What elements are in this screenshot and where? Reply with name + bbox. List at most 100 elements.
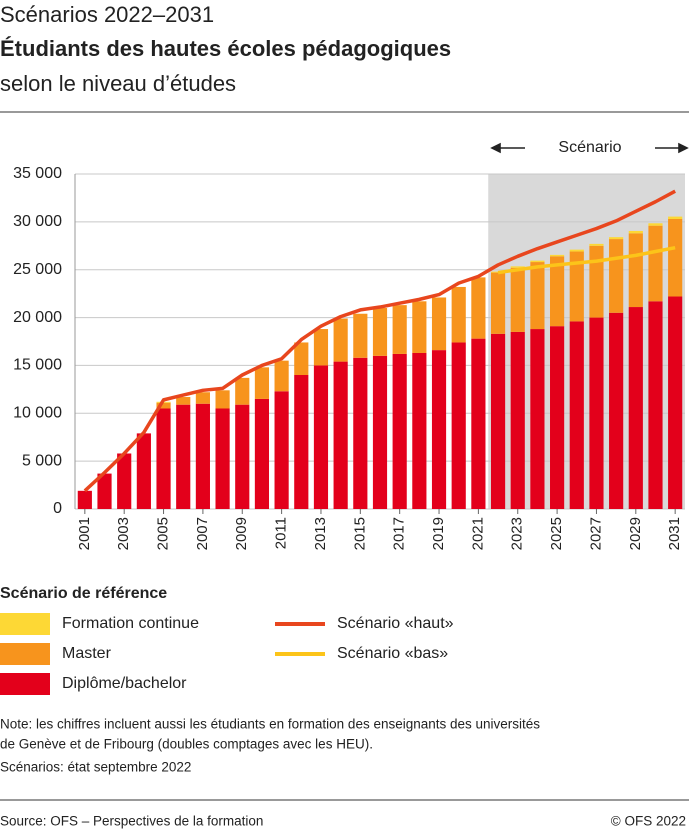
- x-tick-label: 2001: [76, 517, 93, 550]
- x-tick-label: 2003: [115, 517, 132, 550]
- bar: [176, 397, 191, 405]
- bar: [471, 277, 486, 339]
- bar: [372, 355, 388, 509]
- x-tick-label: 2021: [469, 517, 486, 550]
- bar: [648, 223, 663, 226]
- legend-swatch: [0, 613, 50, 635]
- x-tick-label: 2031: [666, 517, 683, 550]
- legend-label: Scénario «haut»: [337, 615, 454, 632]
- scenario-arrows: [490, 142, 689, 154]
- bar: [117, 453, 132, 509]
- bar: [254, 398, 270, 509]
- bar: [333, 361, 348, 509]
- bar: [471, 338, 486, 509]
- legend-swatch: [0, 643, 50, 665]
- bar: [668, 216, 683, 219]
- bar: [490, 333, 506, 509]
- bar: [668, 296, 683, 509]
- x-tick-label: 2025: [548, 517, 565, 550]
- y-tick-label: 30 000: [13, 213, 62, 230]
- bar: [412, 301, 427, 353]
- bar: [589, 317, 604, 509]
- bar: [490, 272, 506, 334]
- x-tick-label: 2013: [312, 517, 329, 550]
- bar: [195, 403, 210, 509]
- note: Scénarios: état septembre 2022: [0, 760, 191, 775]
- bar: [254, 367, 270, 399]
- bar: [431, 350, 447, 509]
- bar: [294, 342, 309, 375]
- y-tick-label: 20 000: [13, 309, 62, 326]
- bar: [156, 408, 171, 509]
- bar: [589, 243, 604, 246]
- line: [497, 245, 676, 275]
- bar: [235, 404, 250, 509]
- bar: [550, 254, 565, 257]
- legend: Formation continue Master Diplôme/bachelor…: [0, 613, 454, 695]
- bar: [215, 408, 230, 509]
- bar: [451, 286, 466, 343]
- x-tick-label: 2009: [233, 517, 250, 550]
- y-tick-label: 10 000: [13, 405, 62, 422]
- x-tick-label: 2029: [627, 517, 644, 550]
- bar: [648, 301, 663, 509]
- bar: [156, 402, 171, 409]
- bar: [530, 260, 545, 263]
- bar: [668, 218, 683, 297]
- bar: [294, 375, 309, 509]
- plot: 0 5 000 10 000 15 000 20 000 25 000 30 000 35 0…: [13, 165, 685, 550]
- supertitle: Scénarios 2022–2031: [0, 2, 214, 27]
- legend-swatch: [0, 673, 50, 695]
- x-tick-label: 2023: [509, 517, 526, 550]
- bar: [97, 473, 112, 509]
- bar: [274, 391, 289, 509]
- bar: [628, 307, 643, 509]
- bar: [589, 245, 604, 318]
- bar: [333, 318, 348, 362]
- note: Note: les chiffres incluent aussi les ét…: [0, 717, 540, 732]
- bar: [195, 392, 210, 404]
- y-tick-label: 0: [53, 500, 62, 517]
- bar: [628, 233, 643, 308]
- scenario-label: Scénario: [558, 139, 621, 156]
- copyright: © OFS 2022: [611, 814, 686, 829]
- bar: [215, 390, 230, 409]
- x-tick-label: 2005: [155, 517, 172, 550]
- bar: [235, 377, 250, 405]
- bar: [530, 329, 545, 509]
- x-tick-label: 2017: [391, 517, 408, 550]
- bar: [176, 404, 191, 509]
- bar: [510, 267, 525, 332]
- bar: [77, 490, 92, 509]
- legend-title: Scénario de référence: [0, 585, 167, 602]
- bar: [530, 262, 545, 330]
- bar: [392, 353, 407, 509]
- bar: [313, 365, 329, 509]
- bar: [510, 331, 525, 509]
- subtitle: selon le niveau d’études: [0, 71, 236, 96]
- bar: [313, 329, 329, 366]
- bar: [431, 297, 447, 351]
- bar: [412, 352, 427, 509]
- bar: [569, 249, 584, 252]
- bar: [648, 225, 663, 302]
- bar: [510, 266, 525, 268]
- chart-title: Étudiants des hautes écoles pédagogiques: [0, 36, 451, 61]
- x-tick-label: 2011: [273, 517, 290, 549]
- line: [83, 189, 676, 493]
- bar: [609, 239, 624, 313]
- bar: [372, 308, 388, 356]
- y-tick-label: 15 000: [13, 357, 62, 374]
- legend-label: Formation continue: [62, 615, 199, 632]
- bar: [609, 312, 624, 509]
- x-tick-label: 2019: [430, 517, 447, 550]
- x-tick-label: 2015: [351, 517, 368, 550]
- y-tick-label: 35 000: [13, 165, 62, 182]
- bar: [451, 342, 466, 509]
- bar: [136, 433, 151, 509]
- bar: [550, 326, 565, 509]
- bar: [609, 237, 624, 240]
- legend-label: Diplôme/bachelor: [62, 675, 187, 692]
- x-tick-label: 2027: [587, 517, 604, 550]
